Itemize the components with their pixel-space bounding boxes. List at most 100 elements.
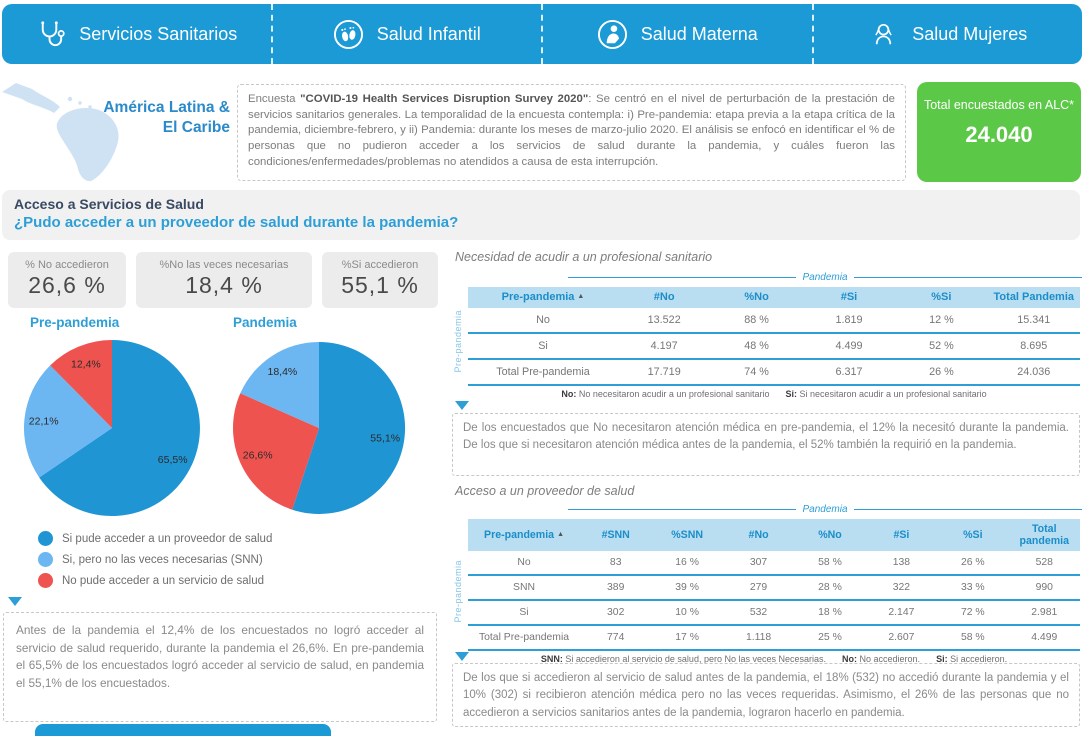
table-cell: 12 % [895,307,988,334]
table-row: Si 302 10 % 532 18 % 2.147 72 % 2.981 [468,600,1080,627]
table-cell: 389 [580,575,652,602]
tab-salud-infantil[interactable]: Salud Infantil [272,4,543,64]
pie-slice[interactable] [39,340,200,516]
table-row: No 13.522 88 % 1.819 12 % 15.341 [468,307,1080,334]
table-cell: Si [468,332,618,360]
pie-legend: Si pude acceder a un proveedor de salud S… [38,531,272,594]
legend-item: Si pude acceder a un proveedor de salud [38,531,272,546]
table-cell: 6.317 [802,358,896,386]
table-cell: 302 [580,600,652,627]
column-header[interactable]: #Si [802,287,896,308]
table-necesidad-profesional: Pre-pandemia ▲ #No %No #Si %Si Total Pandemia N… [468,287,1080,386]
table1-side-label: Pre-pandemia [453,310,463,373]
legend-dot-icon [38,552,53,567]
woman-icon [868,19,899,50]
table-cell: 279 [722,575,795,602]
table-cell: 15.341 [987,307,1080,334]
table2-block: Pandemia Pre-pandemia Pre-pandemia ▲ #SNN%… [452,502,1082,664]
pie-chart-pandemia[interactable]: 55,1% 26,6% 18,4% [224,337,414,519]
column-header[interactable]: %No [710,287,803,308]
pie-slice[interactable] [23,365,112,478]
column-header[interactable]: #No [722,519,795,552]
table-cell: 322 [865,575,938,602]
table-cell: 10 % [651,600,723,627]
pie-slice-label: 65,5% [158,454,188,466]
table-cell: 528 [1008,551,1080,577]
stat-no-accedieron: % No accedieron 26,6 % [8,252,126,308]
down-arrow-icon [8,597,22,606]
tab-label: Salud Infantil [376,23,481,44]
legend-dot-icon [38,531,53,546]
section-question: ¿Pudo acceder a un proveedor de salud du… [14,214,459,231]
column-header[interactable]: %Si [937,519,1009,552]
tab-salud-mujeres[interactable]: Salud Mujeres [813,4,1082,64]
bottom-tab-partial[interactable] [35,724,331,736]
table-row: Total Pre-pandemia 774 17 % 1.118 25 % 2.607 5… [468,625,1080,652]
stat-no-las-veces: %No las veces necesarias 18,4 % [136,252,312,308]
survey-description: Encuesta "COVID-19 Health Services Disru… [237,84,906,181]
column-header[interactable]: #No [618,287,711,308]
column-header[interactable]: Pre-pandemia ▲ [468,287,618,308]
footnote-item: Si: Si necesitaron acudir a un profesion… [785,388,987,399]
tab-label: Salud Materna [640,23,758,44]
table-cell: 2.981 [1008,600,1080,627]
divider [568,276,797,278]
table-cell: 52 % [895,332,988,360]
table-cell: Total Pre-pandemia [468,358,618,386]
table2-side-label: Pre-pandemia [453,560,463,623]
column-header[interactable]: %No [794,519,866,552]
table-cell: 532 [722,600,795,627]
column-header[interactable]: Pre-pandemia ▲ [468,519,580,552]
table-cell: 774 [580,625,652,652]
table-cell: 83 [580,551,652,577]
sort-ascending-icon: ▲ [577,293,585,300]
section-title: Acceso a Servicios de Salud [14,196,204,212]
baby-feet-icon [333,19,364,50]
pie-slice-label: 18,4% [268,366,298,378]
section-header: Acceso a Servicios de Salud ¿Pudo accede… [2,190,1080,240]
column-header[interactable]: #SNN [580,519,652,552]
legend-item: No pude acceder a un servicio de salud [38,573,272,588]
table-cell: 13.522 [618,307,711,334]
column-header[interactable]: Total pandemia [1008,519,1080,552]
stat-label: %Si accedieron [341,259,419,271]
table1-footnote: No: No necesitaron acudir a un profesion… [468,389,1080,399]
table-cell: 4.499 [1008,625,1080,652]
column-header[interactable]: %Si [895,287,988,308]
table1-summary-note: De los encuestados que No necesitaron at… [452,413,1080,476]
tab-salud-materna[interactable]: Salud Materna [543,4,814,64]
pie-chart-pre-pandemia[interactable]: 65,5% 22,1% 12,4% [14,335,210,521]
pie-slice[interactable] [232,393,319,510]
table-cell: 72 % [937,600,1009,627]
down-arrow-icon [455,401,469,410]
footnote-item: No: No accedieron. [842,654,921,665]
table2-title: Acceso a un proveedor de salud [455,484,635,498]
legend-label: Si, pero no las veces necesarias (SNN) [62,553,263,566]
pie-slice[interactable] [292,341,406,514]
pie-slice-label: 26,6% [243,449,273,461]
table-cell: 88 % [710,307,803,334]
table-cell: 28 % [794,575,866,602]
sort-ascending-icon: ▲ [557,531,564,539]
tab-servicios-sanitarios[interactable]: Servicios Sanitarios [2,4,273,64]
pie-slice[interactable] [50,340,112,428]
pie-slice-label: 55,1% [370,433,400,445]
pie-slice[interactable] [240,342,319,428]
table-cell: 4.197 [618,332,711,360]
stat-value: 26,6 % [28,272,106,298]
column-header[interactable]: Total Pandemia [987,287,1080,308]
column-header[interactable]: #Si [865,519,938,552]
pie-slice-label: 12,4% [71,359,101,371]
stat-label: % No accedieron [25,259,109,271]
table-cell: 8.695 [987,332,1080,360]
table1-title: Necesidad de acudir a un profesional san… [455,250,713,264]
table-cell: 48 % [710,332,803,360]
footnote-item: SNN: Si accedieron al servicio de salud,… [540,654,827,665]
footnote-item: Si: Si accedieron. [936,654,1008,665]
table-cell: 58 % [937,625,1009,652]
region-block: América Latina & El Caribe [0,78,232,184]
table-cell: 58 % [794,551,866,577]
table-cell: 1.118 [722,625,795,652]
column-header[interactable]: %SNN [651,519,723,552]
